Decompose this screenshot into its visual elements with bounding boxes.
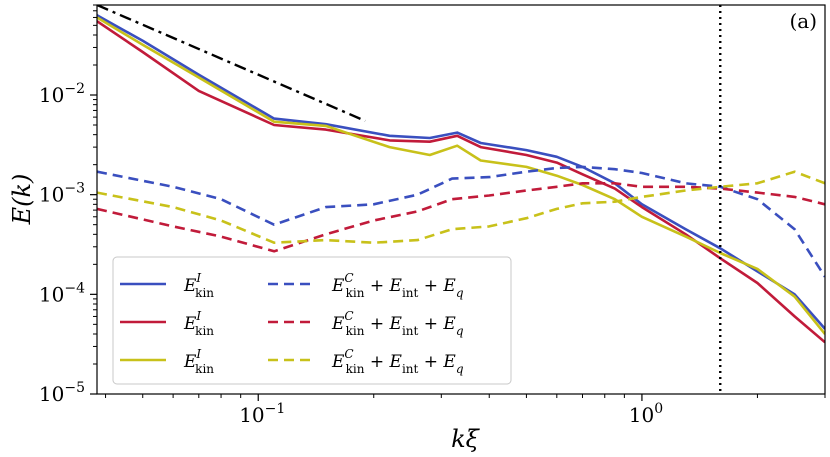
legend-label-2: EI kin: [183, 347, 214, 376]
series-line-4: [97, 182, 825, 253]
y-tick-label: 10−2: [39, 81, 85, 107]
y-axis-label: E(k): [8, 174, 36, 226]
reference-slope-line: [97, 5, 366, 122]
legend-label-1: EI kin: [183, 309, 214, 338]
x-axis-label: kξ: [451, 425, 481, 453]
axis-ticks: 10−1 100 10−5 10−4 10−3 10−2: [39, 4, 826, 427]
legend-label-3: EC kin + Eint + Eq: [331, 271, 464, 300]
x-tick-label: 10−1: [239, 401, 285, 427]
x-tick-label: 100: [629, 401, 663, 427]
legend-label-5: EC kin + Eint + Eq: [331, 347, 464, 376]
panel-label: (a): [789, 9, 817, 33]
series-line-5: [97, 170, 825, 244]
y-tick-label: 10−5: [39, 380, 85, 406]
legend-label-4: EC kin + Eint + Eq: [331, 309, 464, 338]
legend: EI kin EI kin EI kin EC kin + Eint + Eq EC kin + …: [112, 256, 512, 385]
plot-area: [97, 5, 825, 394]
legend-label-0: EI kin: [183, 271, 214, 300]
y-tick-label: 10−4: [39, 280, 85, 306]
legend-box: [112, 256, 512, 385]
series-line-0: [97, 14, 825, 330]
y-tick-label: 10−3: [39, 181, 85, 207]
